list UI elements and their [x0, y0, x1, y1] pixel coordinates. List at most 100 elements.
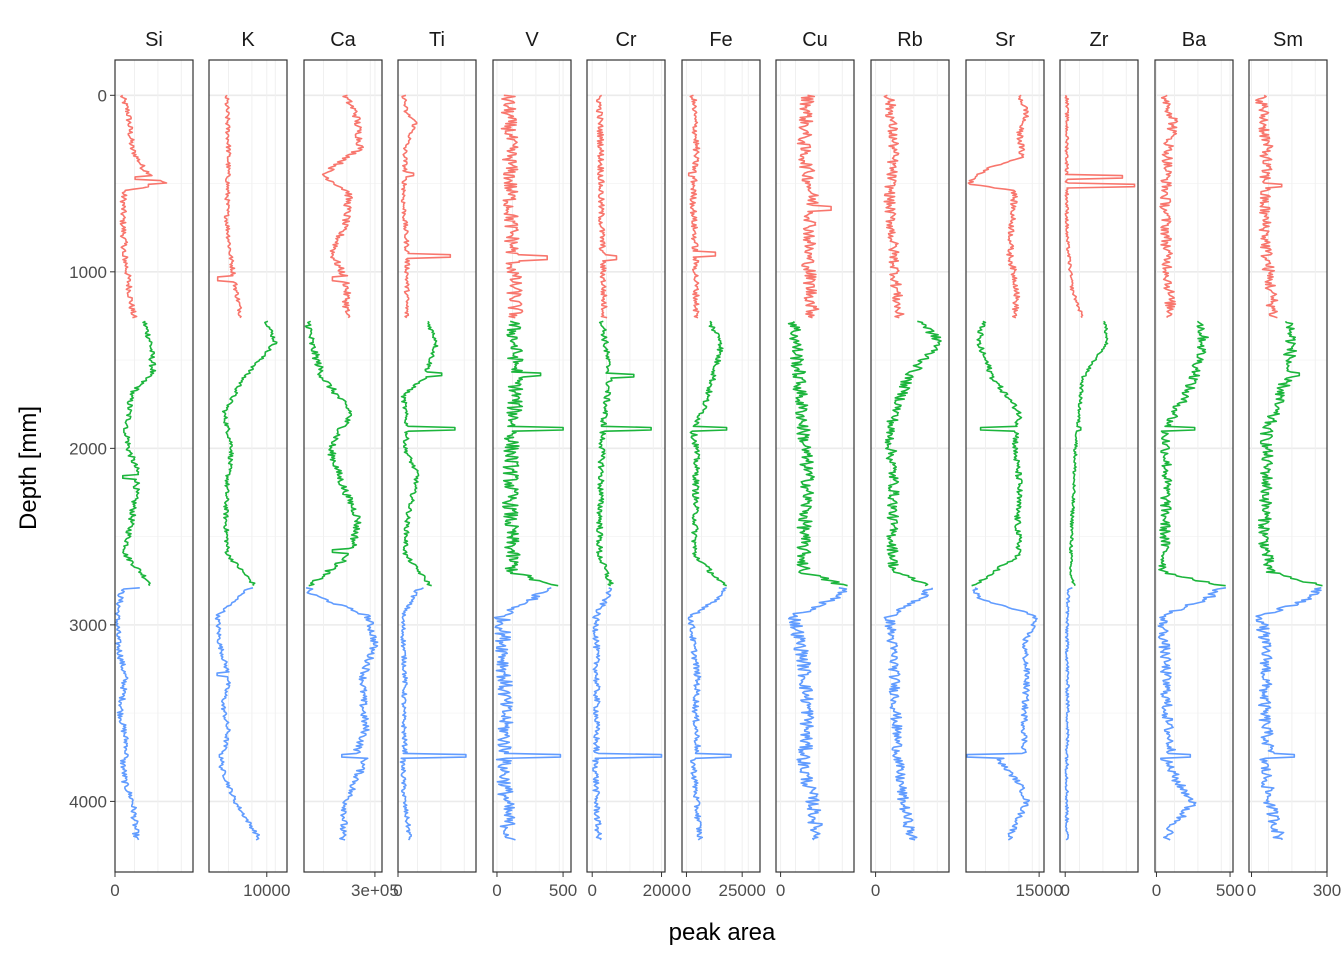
panel-border: [397, 59, 477, 873]
panel-border: [870, 59, 950, 873]
series-line-cr-segment-3: [592, 587, 663, 841]
y-tick-label: 0: [98, 86, 107, 105]
series-line-ba-segment-1: [1159, 94, 1179, 318]
panel-border: [775, 59, 855, 873]
panel-cr: Cr 0 2000: [586, 29, 681, 900]
x-tick-label: 500: [1216, 881, 1244, 900]
series-line-cu-segment-2: [787, 320, 848, 587]
series-line-sr-segment-3: [966, 587, 1038, 841]
panel-border: [965, 59, 1045, 873]
x-tick-label: 3e+05: [351, 881, 399, 900]
x-tick-label: 15000: [1015, 881, 1062, 900]
series-line-ti-segment-2: [400, 320, 456, 587]
series-line-ca-segment-2: [304, 320, 362, 587]
series-line-rb-segment-2: [884, 320, 942, 587]
y-axis-title: Depth [mm]: [15, 406, 42, 530]
panel-ti: Ti 0: [393, 29, 477, 900]
series-line-k-segment-3: [214, 587, 261, 841]
x-tick-label: 0: [1060, 881, 1069, 900]
strip-label: Ba: [1182, 29, 1207, 51]
series-line-zr-segment-1: [1064, 94, 1136, 319]
panel-background: [398, 60, 476, 872]
panel-cu: Cu 0: [775, 29, 855, 900]
strip-label: Ti: [429, 29, 445, 51]
series-line-cu-segment-1: [796, 94, 832, 319]
x-tick-label: 10000: [243, 881, 290, 900]
panel-border: [208, 59, 288, 873]
series-line-v-segment-2: [501, 320, 564, 587]
series-line-si-segment-3: [115, 587, 140, 841]
panel-ba: Ba 0 500: [1152, 29, 1245, 900]
series-line-ca-segment-1: [321, 94, 365, 319]
x-tick-label: 0: [1247, 881, 1256, 900]
series-line-ti-segment-3: [399, 587, 467, 841]
panel-border: [1154, 59, 1234, 873]
panel-background: [304, 60, 382, 872]
strip-label: V: [525, 29, 539, 51]
x-tick-label: 0: [393, 881, 402, 900]
series-line-rb-segment-3: [883, 587, 934, 841]
series-line-fe-segment-3: [687, 587, 732, 841]
series-line-sm-segment-3: [1255, 587, 1322, 841]
series-line-cu-segment-3: [787, 587, 848, 841]
panel-border: [1059, 59, 1139, 873]
y-tick-label: 1000: [69, 263, 107, 282]
series-line-rb-segment-1: [883, 94, 905, 319]
strip-label: Cr: [615, 29, 636, 51]
series-line-ba-segment-3: [1157, 587, 1227, 841]
panel-ca: Ca 3e+05: [303, 29, 399, 900]
panel-rb: Rb 0: [870, 29, 950, 900]
panel-border: [681, 59, 761, 873]
x-axis-title: peak area: [669, 919, 776, 946]
panel-sm: Sm 0 300: [1247, 29, 1341, 900]
x-tick-label: 0: [1152, 881, 1161, 900]
strip-label: Sm: [1273, 29, 1303, 51]
strip-label: Cu: [802, 29, 828, 51]
panel-background: [966, 60, 1044, 872]
panel-sr: Sr 15000: [965, 29, 1063, 900]
x-tick-label: 300: [1313, 881, 1341, 900]
panel-k: K 10000: [208, 29, 290, 900]
x-tick-label: 0: [776, 881, 785, 900]
series-line-si-segment-1: [119, 94, 168, 319]
series-line-sm-segment-1: [1255, 94, 1283, 319]
strip-label: Zr: [1090, 29, 1109, 51]
series-line-v-segment-3: [493, 587, 562, 841]
y-axis: 0 1000 2000 3000 4000: [69, 86, 115, 811]
y-tick-label: 4000: [69, 792, 107, 811]
series-line-ba-segment-2: [1158, 320, 1226, 587]
x-tick-label: 0: [110, 881, 119, 900]
series-line-cr-segment-1: [595, 94, 618, 319]
y-tick-label: 2000: [69, 439, 107, 458]
series-line-ca-segment-3: [305, 587, 379, 841]
series-line-sm-segment-2: [1257, 320, 1323, 587]
panel-border: [303, 59, 383, 873]
series-line-fe-segment-2: [689, 320, 728, 587]
panel-border: [586, 59, 666, 873]
series-line-fe-segment-1: [687, 94, 717, 319]
x-tick-label: 0: [682, 881, 691, 900]
series-line-cr-segment-2: [596, 320, 652, 587]
series-line-sr-segment-1: [967, 94, 1029, 319]
series-line-si-segment-2: [122, 320, 157, 587]
series-line-zr-segment-3: [1064, 587, 1073, 841]
panel-fe: Fe 0 25000: [681, 29, 766, 900]
series-line-k-segment-1: [216, 94, 243, 319]
series-line-zr-segment-2: [1069, 320, 1109, 586]
x-tick-label: 500: [549, 881, 577, 900]
series-line-ti-segment-1: [400, 94, 452, 319]
panel-background: [115, 60, 193, 872]
strip-label: Si: [145, 29, 163, 51]
strip-label: K: [241, 29, 255, 51]
strip-label: Sr: [995, 29, 1015, 51]
series-line-sr-segment-2: [971, 320, 1023, 587]
panel-si: Si 0: [110, 29, 194, 900]
series-line-v-segment-1: [500, 94, 549, 319]
panel-v: V 0 500: [492, 29, 577, 900]
panel-border: [114, 59, 194, 873]
x-tick-label: 2000: [643, 881, 681, 900]
panel-zr: Zr 0: [1059, 29, 1139, 900]
strip-label: Rb: [897, 29, 923, 51]
